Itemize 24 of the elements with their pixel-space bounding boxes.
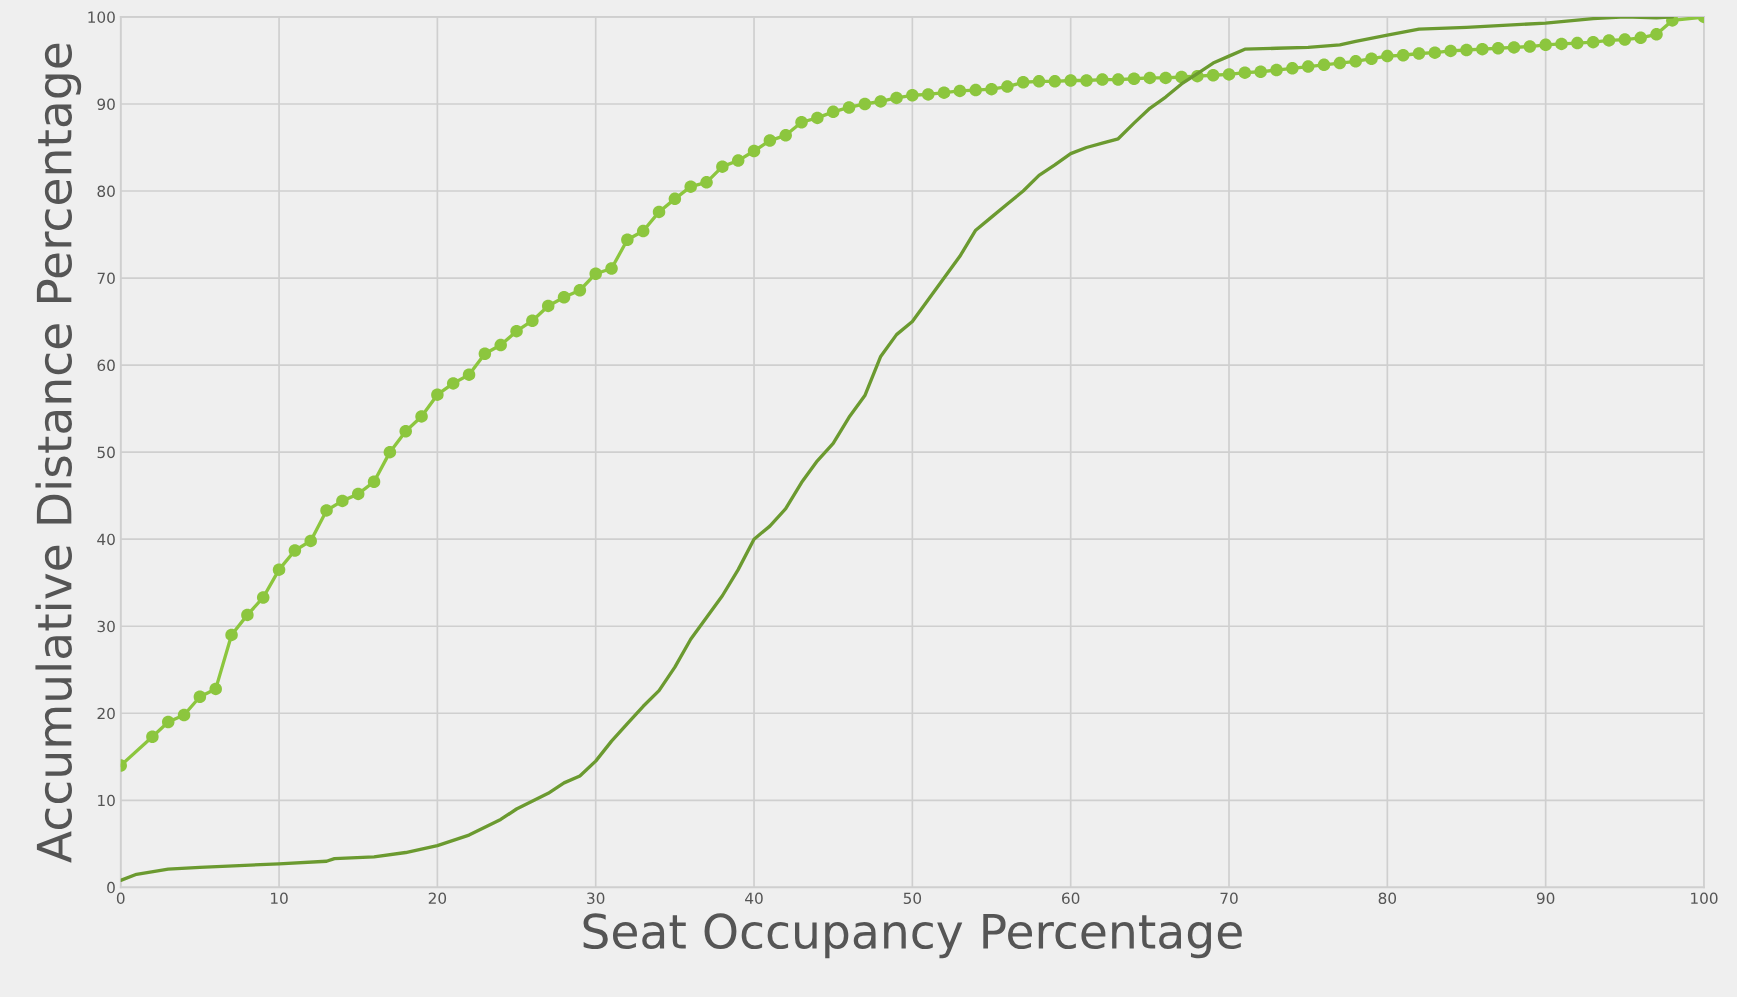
y-tick-label: 70 [97, 272, 115, 285]
y-tick-label: 10 [98, 794, 115, 807]
x-tick-label: 20 [428, 892, 447, 905]
x-axis-title: Seat Occupancy Percentage [583, 913, 1242, 959]
x-tick-label: 10 [271, 892, 288, 905]
y-tick-label: 0 [107, 881, 115, 894]
y-tick-label: 60 [97, 359, 115, 372]
x-tick-label: 100 [1691, 892, 1718, 905]
x-tick-label: 40 [745, 892, 763, 905]
y-tick-label: 100 [88, 11, 115, 23]
y-tick-label: 20 [97, 707, 115, 720]
y-tick-label: 50 [97, 446, 115, 459]
y-axis-title: Accumulative Distance Percentage [35, 43, 82, 863]
x-tick-label: 30 [587, 892, 605, 905]
x-tick-label: 80 [1378, 892, 1397, 905]
x-tick-label: 90 [1536, 892, 1555, 905]
x-tick-label: 0 [116, 892, 125, 905]
x-tick-label: 50 [903, 892, 922, 905]
x-tick-label: 70 [1220, 892, 1238, 905]
y-tick-label: 30 [97, 620, 115, 633]
x-tick-label: 60 [1062, 892, 1080, 905]
y-tick-label: 90 [97, 98, 115, 111]
y-tick-label: 40 [97, 533, 115, 546]
y-tick-label: 80 [97, 185, 115, 198]
